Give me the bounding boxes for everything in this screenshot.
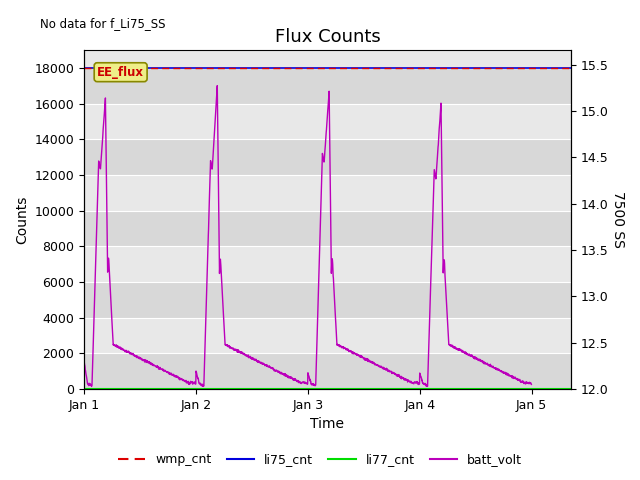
Text: EE_flux: EE_flux <box>97 66 144 79</box>
Bar <box>84 175 571 211</box>
Bar <box>84 282 571 318</box>
Bar <box>84 104 571 139</box>
Title: Flux Counts: Flux Counts <box>275 28 380 46</box>
Bar <box>84 68 571 104</box>
Bar <box>84 246 571 282</box>
Bar <box>84 211 571 246</box>
Legend: wmp_cnt, li75_cnt, li77_cnt, batt_volt: wmp_cnt, li75_cnt, li77_cnt, batt_volt <box>113 448 527 471</box>
X-axis label: Time: Time <box>310 418 344 432</box>
Bar <box>84 318 571 353</box>
Bar <box>84 353 571 389</box>
Y-axis label: 7500 SS: 7500 SS <box>611 191 625 248</box>
Bar <box>84 139 571 175</box>
Y-axis label: Counts: Counts <box>15 195 29 244</box>
Text: No data for f_Li75_SS: No data for f_Li75_SS <box>40 17 166 30</box>
